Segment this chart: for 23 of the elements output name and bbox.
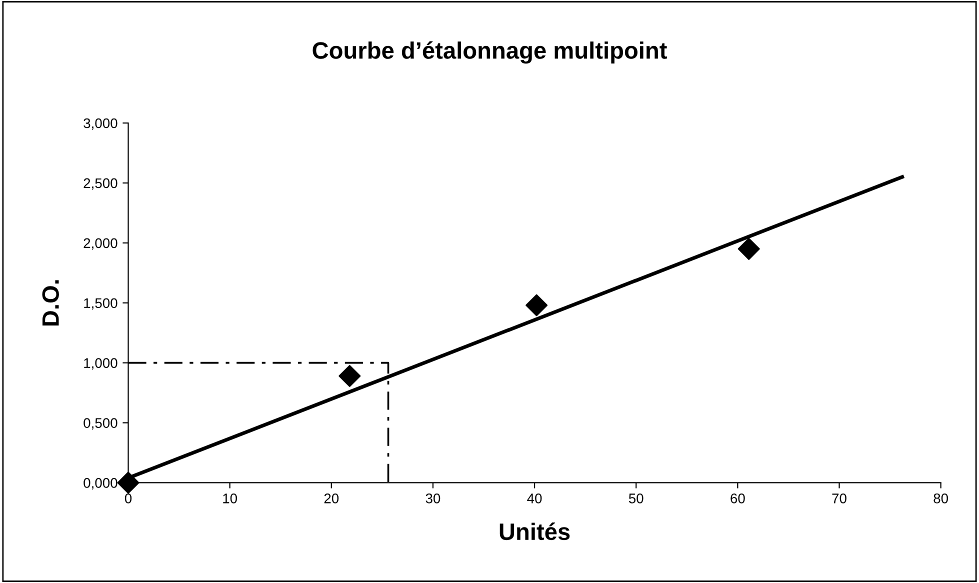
y-tick-label: 1,500	[84, 298, 118, 310]
y-tick-label: 2,500	[84, 178, 118, 190]
y-tick-label: 2,000	[84, 238, 118, 250]
x-tick-label: 60	[730, 494, 745, 504]
point	[338, 365, 361, 388]
x-tick-label: 0	[124, 494, 132, 504]
y-tick-label: 0,000	[84, 478, 118, 490]
x-tick-label: 40	[527, 494, 542, 504]
chart-title: Courbe d’étalonnage multipoint	[312, 41, 667, 64]
y-axis-title: D.O.	[42, 280, 59, 326]
point	[738, 238, 760, 260]
point	[526, 294, 548, 316]
x-tick-label: 10	[223, 494, 237, 504]
x-tick-label: 20	[324, 494, 339, 504]
y-tick-label: 1,000	[84, 358, 118, 370]
y-tick-label: 0,500	[84, 418, 118, 430]
point	[117, 472, 140, 494]
x-tick-label: 70	[832, 494, 846, 504]
x-tick-label: 80	[934, 494, 948, 504]
x-axis-title: Unités	[500, 522, 570, 540]
y-tick-label: 3,000	[84, 118, 118, 130]
x-tick-label: 30	[426, 494, 440, 504]
x-tick-label: 50	[628, 494, 644, 504]
